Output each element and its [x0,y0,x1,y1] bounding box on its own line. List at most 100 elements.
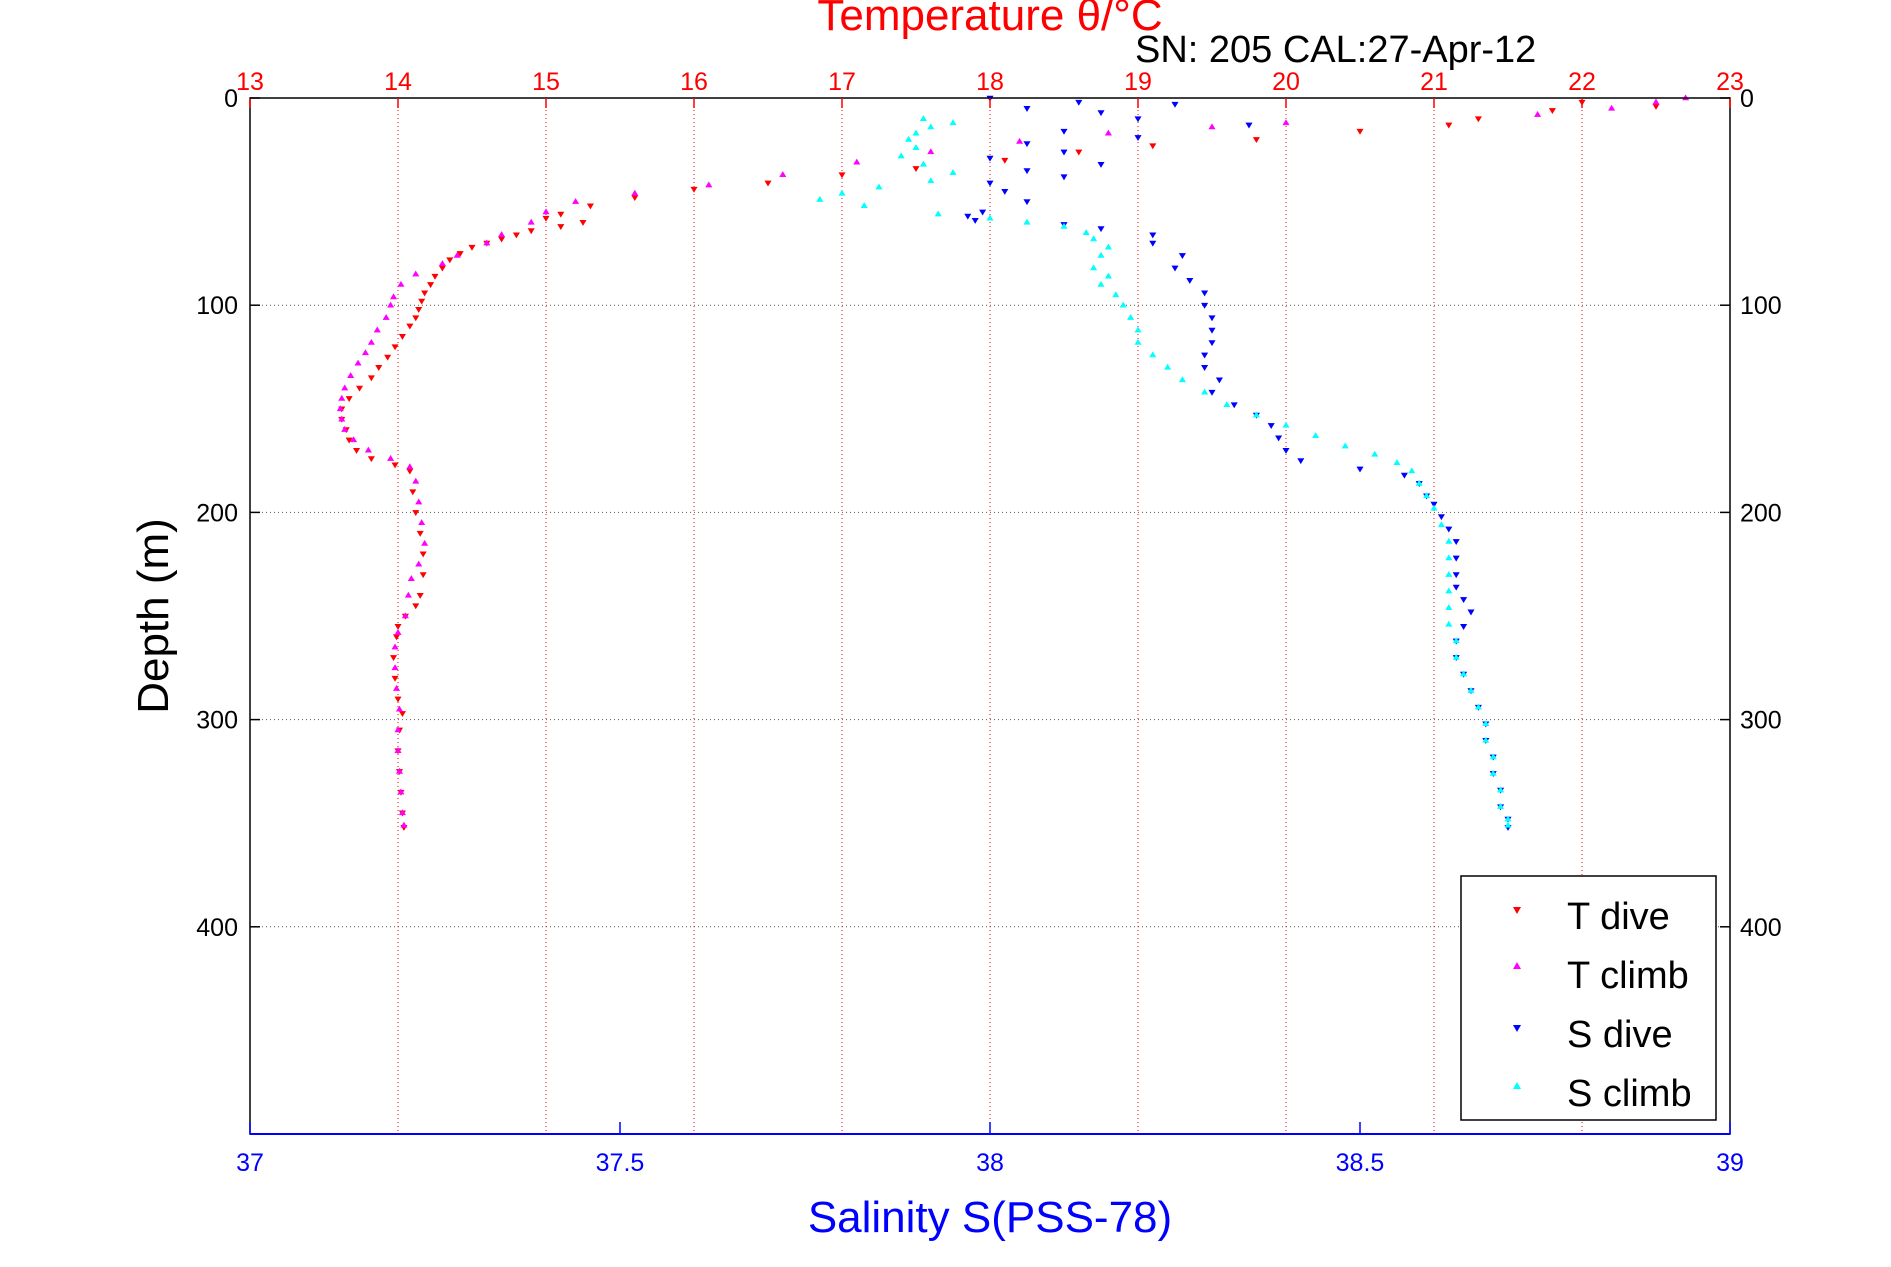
temperature-tick-label: 16 [680,68,708,96]
data-point [912,129,920,136]
data-point [971,217,979,224]
data-point [1060,174,1068,181]
data-point [1504,821,1512,828]
data-point [690,186,698,193]
data-point [1534,110,1542,117]
data-point [1060,149,1068,156]
data-point [1474,703,1482,710]
salinity-tick-label: 39 [1716,1149,1744,1177]
data-point [1415,479,1423,486]
data-point [1393,459,1401,465]
data-point [1282,421,1290,428]
data-point [456,251,464,257]
data-point [415,498,423,505]
data-point [338,415,346,422]
data-point [912,144,920,151]
data-point [427,282,435,289]
data-point [631,189,639,196]
depth-tick-label: 0 [1740,85,1754,113]
data-point [1104,272,1112,279]
legend-label-t-dive: T dive [1567,896,1670,938]
data-point [1445,526,1453,533]
data-point [1208,389,1216,396]
data-point [1097,226,1105,233]
data-point [1408,467,1416,474]
legend-box [1460,875,1717,1121]
data-point [1482,736,1490,743]
data-point [1282,447,1290,454]
data-point [1082,229,1090,235]
data-point [446,257,454,264]
data-point [1400,472,1408,479]
data-point [412,270,420,277]
data-point [1341,442,1349,449]
data-point [1023,106,1031,112]
data-point [468,244,476,251]
data-point [345,437,353,444]
data-point [412,315,420,322]
data-point [557,224,565,231]
temperature-tick-label: 13 [236,68,264,96]
grid-lines [250,98,1730,1134]
data-point [1356,128,1364,135]
data-point [705,181,713,188]
depth-tick-label: 400 [1740,914,1782,942]
salinity-tick-label: 37.5 [596,1149,645,1177]
temperature-tick-label: 22 [1568,68,1596,96]
data-point [1097,162,1105,168]
data-point [392,684,401,691]
data-point [404,591,412,598]
data-point [1023,141,1031,148]
data-point [390,293,398,300]
data-point [353,447,361,454]
data-point [1445,620,1453,627]
data-point [1201,302,1209,309]
data-point [949,119,957,126]
data-point [949,169,957,175]
temperature-tick-label: 20 [1272,68,1300,96]
data-point [1452,584,1460,591]
data-point [341,384,349,391]
data-point [1016,137,1024,144]
data-point [542,208,550,215]
data-point [1097,110,1105,117]
data-point [1134,326,1142,333]
data-point [1252,411,1260,418]
data-point [1023,218,1031,225]
data-point [1001,188,1009,195]
data-point [1149,143,1157,150]
data-point [367,456,375,463]
data-point [779,171,787,177]
data-point [373,326,381,333]
data-point [398,809,406,816]
data-point [406,323,414,330]
data-point [1282,119,1290,126]
data-point [838,172,846,179]
data-point [1060,222,1068,229]
data-point [527,218,535,225]
data-point [527,228,535,235]
data-point [398,333,406,340]
temperature-tick-label: 17 [828,68,856,96]
data-point [1252,137,1260,144]
data-point [421,290,429,297]
data-point [1489,753,1497,760]
data-point [1267,423,1275,429]
data-point [395,705,404,712]
legend-marker-s-dive [1513,1025,1521,1032]
data-point [1497,803,1505,809]
data-point [927,177,935,184]
depth-tick-label: 200 [196,499,238,527]
data-point [1430,504,1438,511]
salinity-tick-label: 38.5 [1336,1149,1385,1177]
data-point [557,211,565,218]
data-point [418,519,426,526]
data-point [419,572,427,579]
temperature-tick-label: 15 [532,68,560,96]
data-point [438,260,446,267]
data-point [338,394,346,401]
temperature-tick-label: 14 [384,68,412,96]
depth-tick-label: 200 [1740,499,1782,527]
data-point [1223,401,1231,407]
